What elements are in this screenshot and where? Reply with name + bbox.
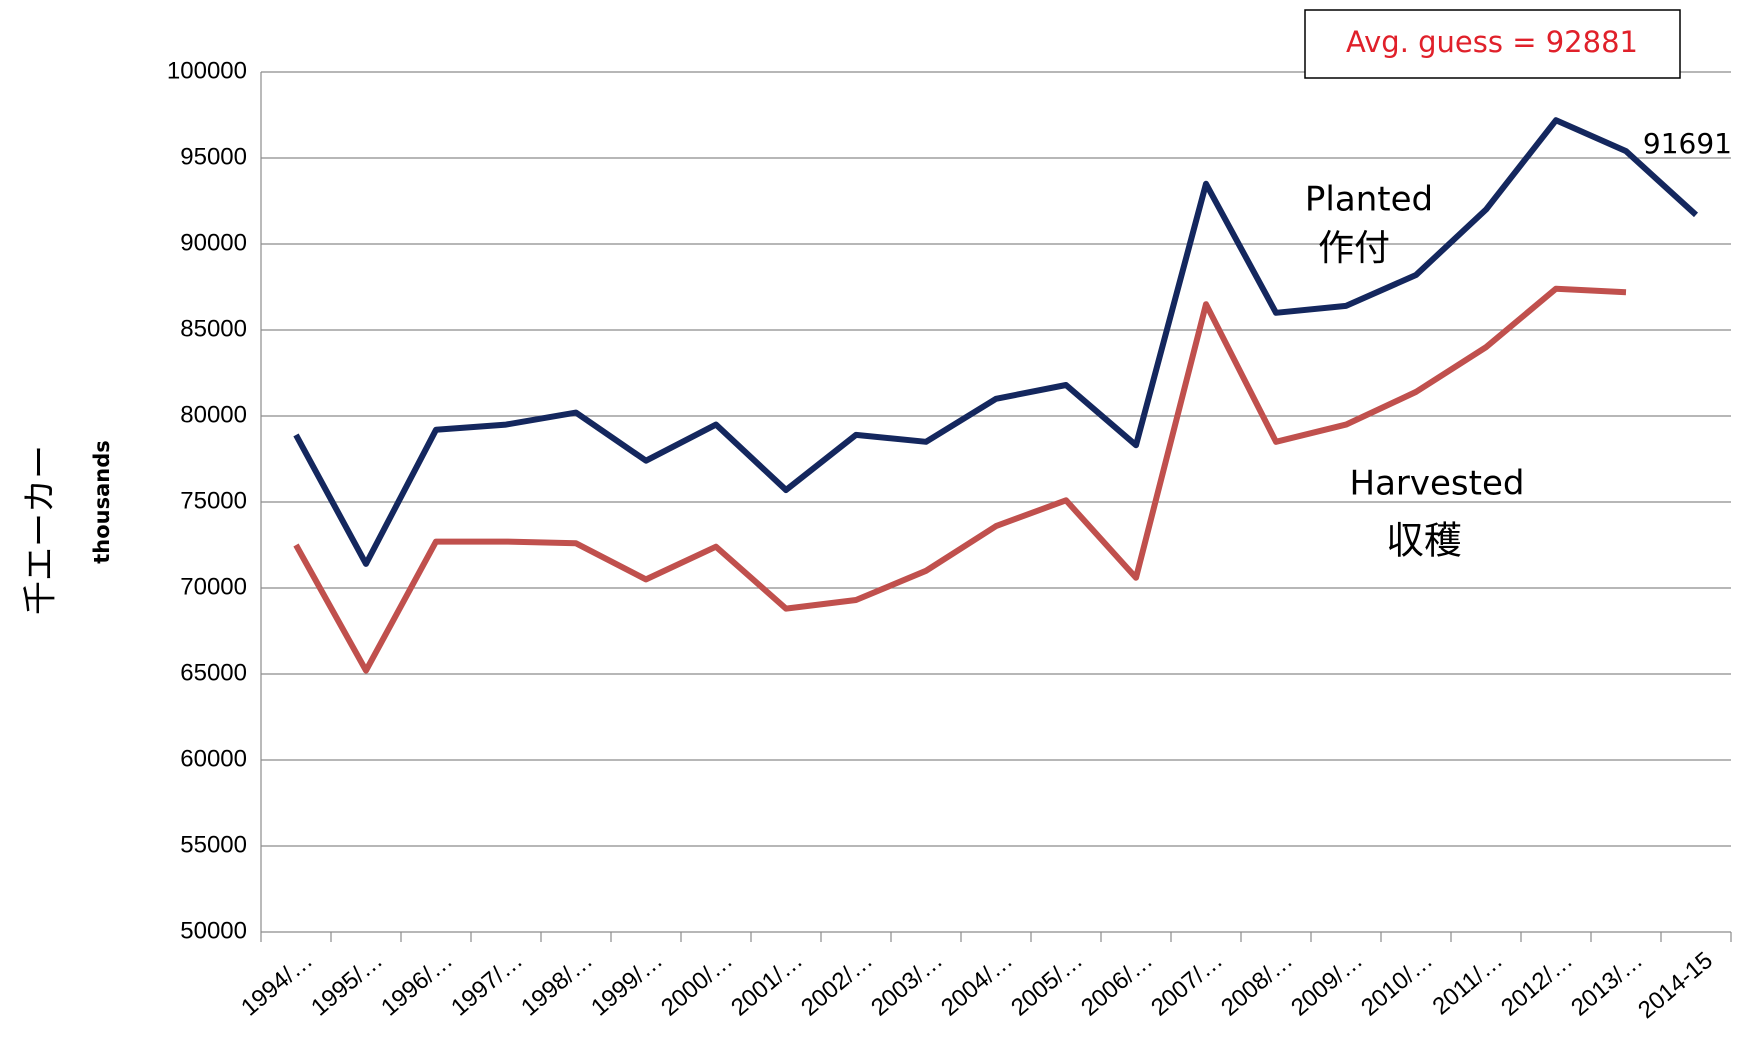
- y-tick-label: 75000: [180, 487, 247, 514]
- x-tick-label: 2002/…: [796, 947, 878, 1022]
- x-tick-label: 1995/…: [306, 947, 388, 1022]
- x-tick-label: 1996/…: [376, 947, 458, 1022]
- annotation: 作付: [1318, 228, 1390, 269]
- y-tick-label: 55000: [180, 831, 247, 858]
- y-tick-label: 65000: [180, 659, 247, 686]
- x-tick-label: 2005/…: [1006, 947, 1088, 1022]
- x-tick-label: 2001/…: [726, 947, 808, 1022]
- x-tick-label: 1997/…: [446, 947, 528, 1022]
- series-line: [293, 117, 1699, 567]
- x-tick-label: 2013/…: [1566, 947, 1648, 1022]
- x-tick-label: 2003/…: [866, 947, 948, 1022]
- y-unit-label: 千エーカー: [21, 445, 61, 615]
- y-tick-label: 90000: [180, 229, 247, 256]
- series-line: [293, 285, 1627, 674]
- x-tick-label: 2000/…: [656, 947, 738, 1022]
- y-tick-label: 80000: [180, 401, 247, 428]
- x-tick-label: 2006/…: [1076, 947, 1158, 1022]
- y-axis-label: thousands: [90, 440, 114, 564]
- data-label: 91691: [1643, 127, 1732, 160]
- annotation: 収穫: [1386, 519, 1462, 563]
- x-tick-label: 2014-15: [1633, 947, 1718, 1024]
- annotation-box: [1304, 9, 1681, 79]
- x-tick-label: 2008/…: [1216, 947, 1298, 1022]
- y-tick-label: 70000: [180, 573, 247, 600]
- x-tick-label: 2011/…: [1428, 947, 1508, 1021]
- y-tick-label: 100000: [167, 57, 247, 84]
- x-tick-label: 2010/…: [1356, 947, 1438, 1022]
- x-tick-label: 1999/…: [586, 947, 668, 1022]
- annotation: Harvested: [1350, 464, 1525, 504]
- annotation: Planted: [1305, 180, 1433, 220]
- x-tick-label: 2004/…: [936, 947, 1018, 1022]
- annotation: Avg. guess = 92881: [1346, 25, 1638, 59]
- x-tick-label: 1998/…: [516, 947, 598, 1022]
- y-tick-label: 85000: [180, 315, 247, 342]
- y-tick-label: 60000: [180, 745, 247, 772]
- y-tick-label: 95000: [180, 143, 247, 170]
- x-tick-label: 2012/…: [1496, 947, 1578, 1022]
- x-tick-label: 2007/…: [1146, 947, 1228, 1022]
- x-tick-label: 2009/…: [1286, 947, 1368, 1022]
- x-tick-label: 1994/…: [236, 947, 318, 1022]
- y-tick-label: 50000: [180, 917, 247, 944]
